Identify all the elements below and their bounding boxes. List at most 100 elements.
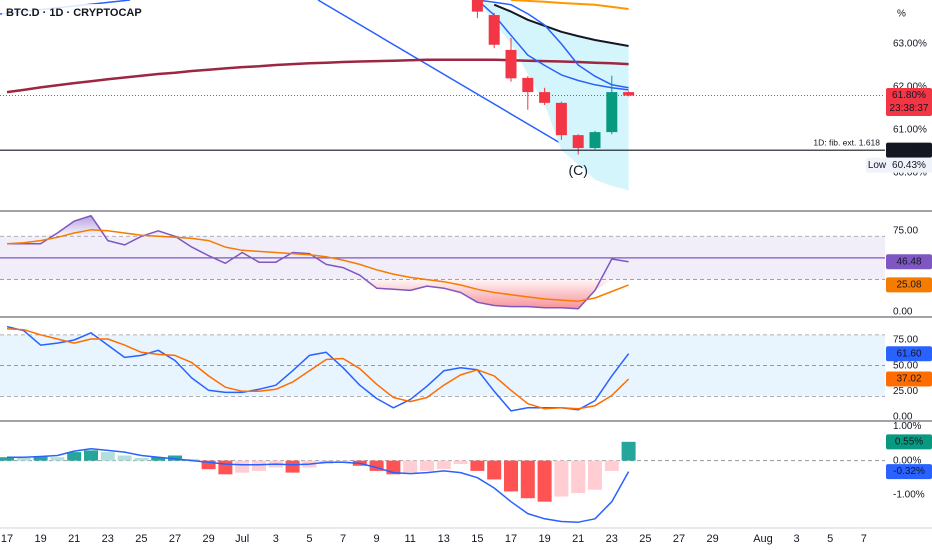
indicator-line [510, 0, 629, 10]
price-badge [886, 277, 932, 293]
x-tick-label: 3 [273, 533, 279, 545]
indicator-line [6, 325, 630, 412]
histogram-bar [520, 460, 535, 499]
overlay: 63.00%62.00%61.00%60.00%75.000.0075.0050… [0, 39, 932, 545]
low-tag-text: Low [868, 160, 887, 171]
wave-label: (C) [568, 162, 587, 178]
histogram-bar [604, 460, 619, 471]
x-tick-label: 7 [861, 533, 867, 545]
title-backdrop [2, 4, 134, 21]
price-badge [886, 464, 932, 480]
badge-label: 46.48 [896, 256, 921, 267]
indicator-line [7, 447, 630, 523]
x-tick-label: 23 [102, 533, 114, 545]
badge-label: 61.60 [896, 348, 921, 359]
x-tick-label: 25 [639, 533, 651, 545]
candle-body [555, 102, 567, 136]
histogram-bar [588, 460, 602, 490]
x-tick-label: 5 [827, 533, 833, 545]
x-tick-label: 7 [340, 533, 346, 545]
y-tick-label: 75.00 [893, 335, 918, 346]
indicator-line [6, 58, 629, 94]
axis-unit: % [897, 9, 906, 20]
x-tick-label: 27 [673, 533, 685, 545]
trend-line [317, 0, 573, 151]
candle-body [522, 77, 534, 93]
histogram-bar [470, 460, 485, 471]
y-tick-label: 25.00 [893, 386, 918, 397]
badge-label: 25.08 [896, 280, 921, 291]
candle-body [589, 132, 601, 149]
histogram-bar [252, 460, 266, 471]
histogram-bar [50, 457, 65, 461]
indicator-line [493, 3, 629, 47]
x-tick-label: 11 [404, 533, 415, 545]
y-tick-label: 75.00 [893, 225, 918, 236]
x-tick-label: 9 [374, 533, 380, 545]
candle-body [572, 135, 584, 149]
histogram-bar [436, 460, 451, 470]
x-tick-label: 21 [572, 533, 584, 545]
badge-label: 37.02 [896, 374, 921, 385]
histogram-bar [33, 456, 48, 461]
histogram-bar [151, 457, 166, 461]
y-tick-label: 0.00 [893, 307, 913, 318]
y-tick-label: 0.00% [893, 455, 921, 466]
x-tick-label: Jul [235, 533, 249, 545]
histogram-bar [201, 460, 216, 470]
histogram-bar [67, 452, 82, 461]
price-badge [886, 434, 932, 450]
x-tick-label: 27 [169, 533, 181, 545]
histogram-bar [336, 460, 350, 463]
indicator-line [477, 0, 629, 89]
indicator-line [6, 229, 629, 302]
y-tick-label: 0.00 [893, 412, 913, 423]
stoch-pane [0, 325, 885, 412]
x-tick-label: 29 [202, 533, 214, 545]
badge-label: 0.55% [895, 436, 923, 447]
level-text: 1D: fib. ext. 1.618 [813, 137, 880, 147]
histogram-bar [285, 460, 300, 473]
candle-body [539, 92, 551, 103]
histogram-bar [537, 460, 552, 502]
histogram-bar [504, 460, 518, 492]
candle-body [505, 49, 517, 79]
x-tick-label: 19 [538, 533, 550, 545]
indicator-line [6, 327, 630, 410]
histogram-bar [554, 460, 569, 497]
histogram-bar [571, 460, 586, 494]
last-price-badge [886, 88, 932, 117]
histogram-bar [117, 455, 132, 461]
y-tick-label: 61.00% [893, 125, 927, 136]
y-tick-label: -1.00% [893, 489, 925, 500]
x-tick-label: 5 [306, 533, 312, 545]
rsi-pane [0, 214, 885, 310]
price-badge [886, 371, 932, 387]
x-tick-label: 3 [794, 533, 800, 545]
price-badge [886, 254, 932, 270]
low-badge [886, 157, 932, 173]
price-badge [886, 142, 932, 158]
candle-body [471, 0, 483, 12]
histogram-bar [621, 441, 636, 461]
chart-title: BTC.D · 1D · CRYPTOCAP [6, 7, 142, 19]
y-tick-label: 1.00% [893, 421, 921, 432]
indicator-line [476, 0, 629, 91]
low-tag [866, 157, 888, 173]
histogram-bar [369, 460, 384, 471]
badge-label: 60.53% [892, 145, 926, 156]
x-tick-label: 13 [438, 533, 450, 545]
x-tick-label: 29 [706, 533, 718, 545]
badge-label: -0.32% [893, 466, 925, 477]
histogram-bar [84, 450, 98, 461]
countdown: 23:38:37 [890, 103, 929, 114]
histogram-bar [218, 460, 233, 475]
histogram-bar [403, 460, 418, 473]
candle-body [623, 92, 635, 96]
x-tick-label: Aug [753, 533, 773, 545]
low-label: 60.43% [892, 160, 926, 171]
x-tick-label: 15 [471, 533, 483, 545]
price-badge [886, 346, 932, 362]
x-tick-label: 17 [1, 533, 13, 545]
